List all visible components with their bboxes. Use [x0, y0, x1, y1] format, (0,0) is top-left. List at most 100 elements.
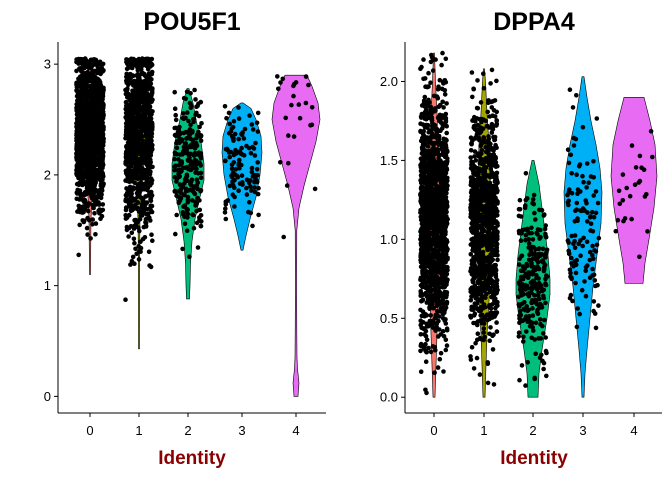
data-point	[138, 84, 144, 89]
data-point	[428, 243, 434, 248]
data-point	[174, 140, 179, 146]
data-point	[91, 97, 97, 103]
data-point	[424, 206, 430, 211]
points-cluster-0	[418, 50, 450, 396]
data-point	[76, 252, 81, 258]
x-axis-label: Identity	[500, 448, 568, 469]
data-point	[420, 252, 426, 257]
x-tick-label: 4	[630, 423, 637, 438]
data-point	[124, 186, 129, 191]
data-point	[426, 233, 432, 238]
data-point	[291, 93, 296, 99]
data-point	[129, 150, 135, 155]
data-point	[141, 187, 147, 192]
points-cluster-4	[275, 74, 318, 240]
data-point	[237, 149, 243, 154]
data-point	[149, 99, 154, 104]
data-point	[239, 173, 245, 178]
data-point	[189, 198, 195, 203]
data-point	[445, 175, 450, 181]
data-point	[127, 202, 132, 207]
data-point	[253, 176, 258, 182]
data-point	[431, 190, 436, 196]
data-point	[197, 124, 202, 130]
data-point	[421, 231, 426, 237]
data-point	[132, 196, 137, 202]
points-cluster-1	[123, 56, 155, 303]
points-cluster-0	[74, 56, 106, 258]
data-point	[420, 298, 425, 303]
data-point	[423, 258, 429, 264]
data-point	[128, 188, 134, 194]
data-point	[187, 100, 193, 106]
data-point	[82, 105, 87, 110]
data-point	[140, 171, 146, 177]
data-point	[252, 172, 258, 178]
data-point	[131, 236, 137, 242]
data-point	[127, 168, 133, 173]
data-point	[187, 133, 192, 138]
data-point	[429, 135, 435, 140]
data-point	[241, 136, 247, 141]
data-point	[425, 144, 431, 149]
data-point	[124, 158, 129, 163]
data-point	[90, 69, 95, 75]
data-point	[186, 166, 191, 172]
data-point	[98, 174, 103, 180]
y-tick-label: 0.5	[380, 311, 398, 326]
data-point	[420, 122, 426, 127]
data-point	[137, 181, 143, 186]
data-point	[85, 232, 90, 237]
data-point	[428, 59, 434, 65]
data-point	[93, 221, 99, 226]
y-tick-label: 2.0	[380, 74, 398, 89]
data-point	[239, 162, 244, 168]
data-point	[138, 99, 144, 105]
data-point	[99, 187, 104, 193]
data-point	[442, 140, 448, 146]
data-point	[99, 158, 104, 164]
data-point	[223, 206, 228, 211]
x-tick-label: 0	[86, 423, 93, 438]
data-point	[80, 122, 85, 127]
data-point	[150, 164, 155, 170]
data-point	[441, 188, 446, 194]
data-point	[149, 203, 155, 209]
x-tick-label: 1	[135, 423, 142, 438]
data-point	[469, 70, 475, 75]
data-point	[174, 145, 180, 151]
data-point	[436, 258, 442, 264]
data-point	[146, 249, 152, 255]
data-point	[83, 207, 88, 212]
data-point	[442, 318, 448, 323]
y-tick-label: 1	[44, 278, 51, 293]
data-point	[418, 165, 424, 170]
data-point	[422, 101, 428, 107]
data-point	[470, 138, 475, 143]
data-point	[78, 102, 83, 108]
data-point	[182, 192, 187, 198]
data-point	[308, 123, 313, 128]
data-point	[230, 171, 236, 177]
data-point	[444, 343, 450, 348]
data-point	[198, 213, 204, 218]
data-point	[82, 218, 87, 224]
data-point	[178, 187, 184, 192]
data-point	[248, 210, 254, 216]
data-point	[437, 225, 442, 230]
data-point	[248, 184, 253, 189]
data-point	[278, 80, 283, 85]
data-point	[76, 95, 82, 101]
data-point	[255, 160, 260, 165]
data-point	[233, 151, 238, 156]
data-point	[141, 143, 147, 148]
data-point	[312, 186, 318, 192]
data-point	[429, 52, 434, 58]
data-point	[195, 103, 200, 109]
data-point	[481, 326, 487, 331]
data-point	[428, 349, 434, 355]
y-tick-label: 3	[44, 57, 51, 72]
data-point	[440, 285, 446, 290]
data-point	[84, 225, 90, 231]
